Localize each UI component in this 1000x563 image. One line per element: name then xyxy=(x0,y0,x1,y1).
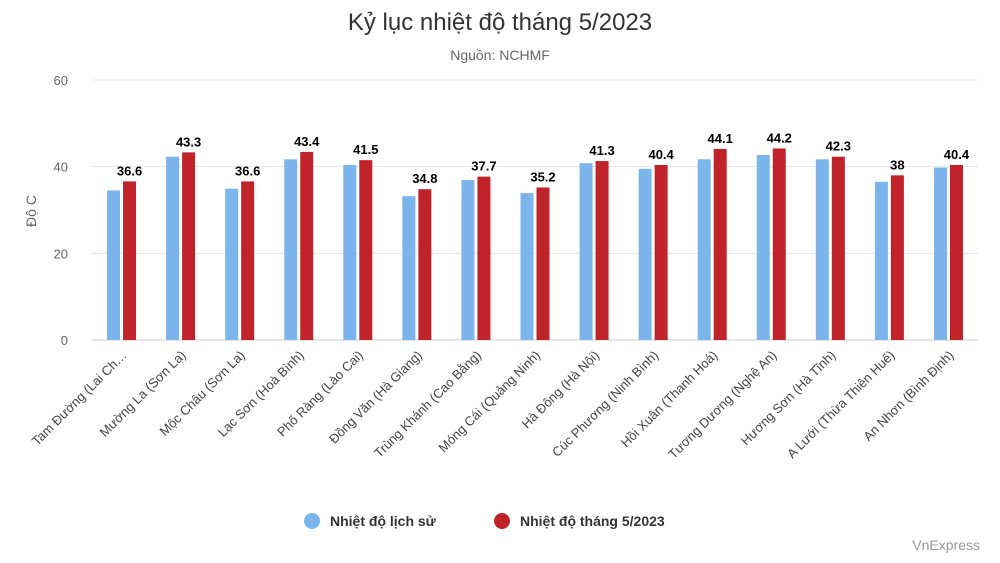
data-label: 40.4 xyxy=(648,147,674,162)
bar-historical[interactable] xyxy=(402,196,416,340)
x-category-label: Móng Cái (Quảng Ninh) xyxy=(435,348,543,456)
x-category-label: Tam Đường (Lai Ch… xyxy=(29,348,130,449)
bar-may-2023[interactable] xyxy=(300,151,314,340)
bar-historical[interactable] xyxy=(166,156,180,340)
bar-may-2023[interactable] xyxy=(418,189,432,340)
bar-historical[interactable] xyxy=(697,159,711,340)
data-label: 37.7 xyxy=(471,159,496,174)
y-axis-ticks: 0 20 40 60 xyxy=(54,73,68,348)
bar-may-2023[interactable] xyxy=(182,152,196,340)
legend-label: Nhiệt độ lịch sử xyxy=(330,513,437,529)
bar-may-2023[interactable] xyxy=(831,156,845,340)
x-category-label: A Lưới (Thừa Thiên Huế) xyxy=(784,348,898,462)
data-label: 34.8 xyxy=(412,171,437,186)
chart-credit[interactable]: VnExpress xyxy=(912,537,980,553)
bar-may-2023[interactable] xyxy=(772,148,786,340)
bar-may-2023[interactable] xyxy=(359,160,373,340)
bar-may-2023[interactable] xyxy=(123,181,137,340)
data-label: 44.2 xyxy=(767,130,792,145)
bar-historical[interactable] xyxy=(225,188,239,340)
x-category-label: Tương Dương (Nghệ An) xyxy=(665,348,779,462)
bar-may-2023[interactable] xyxy=(477,176,491,340)
data-label: 42.3 xyxy=(826,139,851,154)
bar-historical[interactable] xyxy=(815,159,829,340)
bar-may-2023[interactable] xyxy=(595,161,609,340)
bar-historical[interactable] xyxy=(343,164,357,340)
bar-historical[interactable] xyxy=(284,159,298,340)
y-axis-label: Độ C xyxy=(23,195,39,227)
legend[interactable]: Nhiệt độ lịch sử Nhiệt độ tháng 5/2023 xyxy=(304,513,665,529)
data-label: 36.6 xyxy=(117,163,142,178)
data-label: 40.4 xyxy=(944,147,970,162)
data-label: 43.3 xyxy=(176,134,201,149)
data-label: 41.3 xyxy=(589,143,614,158)
data-label: 36.6 xyxy=(235,163,260,178)
data-label: 41.5 xyxy=(353,142,378,157)
x-category-label: Trùng Khánh (Cao Bằng) xyxy=(371,348,484,461)
bars xyxy=(107,148,963,340)
bar-may-2023[interactable] xyxy=(713,148,727,340)
chart-title: Kỷ lục nhiệt độ tháng 5/2023 xyxy=(348,9,652,36)
y-tick-label: 0 xyxy=(61,333,68,348)
legend-marker xyxy=(304,513,320,529)
bar-may-2023[interactable] xyxy=(654,164,668,340)
bar-historical[interactable] xyxy=(107,190,121,341)
bar-may-2023[interactable] xyxy=(536,187,550,340)
bar-historical[interactable] xyxy=(579,163,593,340)
y-tick-label: 60 xyxy=(54,73,68,88)
bar-may-2023[interactable] xyxy=(241,181,255,340)
x-category-label: Hồi Xuân (Thanh Hoá) xyxy=(618,348,721,451)
chart-subtitle: Nguồn: NCHMF xyxy=(450,47,550,63)
bar-historical[interactable] xyxy=(520,193,534,340)
bar-may-2023[interactable] xyxy=(949,164,963,340)
x-axis-categories: Tam Đường (Lai Ch…Mường La (Sơn La)Mộc C… xyxy=(29,348,957,462)
bar-historical[interactable] xyxy=(756,154,770,340)
y-tick-label: 40 xyxy=(54,160,68,175)
data-label: 44.1 xyxy=(708,131,733,146)
bar-historical[interactable] xyxy=(874,181,888,340)
data-label: 38 xyxy=(890,157,904,172)
data-label: 35.2 xyxy=(530,169,555,184)
data-labels: 36.6 43.3 36.6 43.4 41.5 34.8 37.7 35.2 41.3 40.4… xyxy=(117,130,970,186)
x-category-label: Cúc Phương (Ninh Bình) xyxy=(549,348,661,460)
legend-item-historical[interactable]: Nhiệt độ lịch sử xyxy=(304,513,437,529)
gridlines xyxy=(92,79,978,341)
legend-marker xyxy=(494,513,510,529)
bar-historical[interactable] xyxy=(933,167,947,340)
bar-historical[interactable] xyxy=(638,168,652,340)
bar-may-2023[interactable] xyxy=(890,175,904,340)
y-tick-label: 20 xyxy=(54,246,68,261)
legend-label: Nhiệt độ tháng 5/2023 xyxy=(520,513,665,529)
bar-historical[interactable] xyxy=(461,180,475,340)
data-label: 43.4 xyxy=(294,134,320,149)
legend-item-may-2023[interactable]: Nhiệt độ tháng 5/2023 xyxy=(494,513,665,529)
